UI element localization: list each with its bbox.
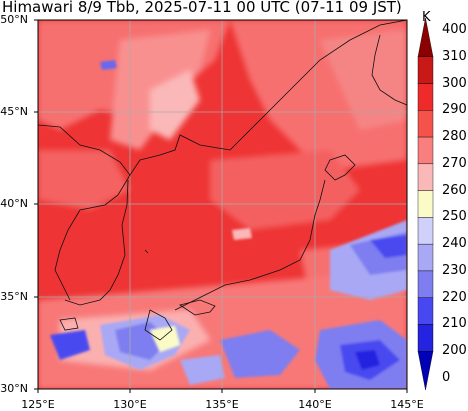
colorbar-level-label: 310 bbox=[442, 48, 467, 64]
map-title: Himawari 8/9 Tbb, 2025-07-11 00 UTC (07-… bbox=[2, 0, 402, 16]
colorbar-swatch bbox=[417, 297, 434, 325]
lat-label-35: 35°N bbox=[0, 290, 28, 303]
colorbar-level-label: 280 bbox=[442, 129, 467, 145]
colorbar-level-label: 290 bbox=[442, 102, 467, 118]
colorbar-level-label: 250 bbox=[442, 209, 467, 225]
colorbar-swatch bbox=[417, 110, 434, 138]
colorbar-level-label: 300 bbox=[442, 75, 467, 91]
lat-label-40: 40°N bbox=[0, 197, 28, 210]
colorbar-swatch bbox=[417, 163, 434, 191]
colorbar-level-label: 0 bbox=[442, 370, 451, 385]
colorbar-swatch bbox=[417, 190, 434, 218]
lon-label-135: 135°E bbox=[205, 398, 239, 411]
lon-label-145: 145°E bbox=[390, 398, 424, 411]
colorbar-swatch bbox=[417, 243, 434, 272]
colorbar-level-label: 240 bbox=[442, 236, 467, 252]
lat-label-30: 30°N bbox=[0, 382, 28, 395]
colorbar-swatch bbox=[417, 351, 434, 391]
colorbar-swatch bbox=[417, 56, 434, 84]
lat-lon-grid bbox=[38, 20, 407, 389]
coastlines bbox=[37, 19, 408, 341]
colorbar-level-label: 270 bbox=[442, 155, 467, 171]
colorbar-level-label: 200 bbox=[442, 343, 467, 359]
colorbar-swatch bbox=[417, 217, 434, 245]
axis-ticks bbox=[34, 19, 408, 393]
colorbar-level-label: 220 bbox=[442, 289, 467, 305]
colorbar-swatch bbox=[417, 136, 434, 165]
colorbar-level-label: 210 bbox=[442, 316, 467, 332]
lat-label-50: 50°N bbox=[0, 13, 28, 26]
colorbar-swatch bbox=[417, 324, 434, 352]
colorbar-swatch bbox=[417, 270, 434, 298]
lon-label-125: 125°E bbox=[21, 398, 55, 411]
colorbar-level-label: 400 bbox=[442, 22, 467, 37]
lat-label-45: 45°N bbox=[0, 105, 28, 118]
satellite-image bbox=[38, 20, 407, 389]
colorbar-level-label: 230 bbox=[442, 262, 467, 278]
colorbar-unit: K bbox=[422, 10, 431, 25]
colorbar bbox=[417, 17, 434, 391]
lon-label-130: 130°E bbox=[113, 398, 147, 411]
colorbar-level-label: 260 bbox=[442, 182, 467, 198]
lon-label-140: 140°E bbox=[298, 398, 332, 411]
colorbar-swatch bbox=[417, 83, 434, 111]
